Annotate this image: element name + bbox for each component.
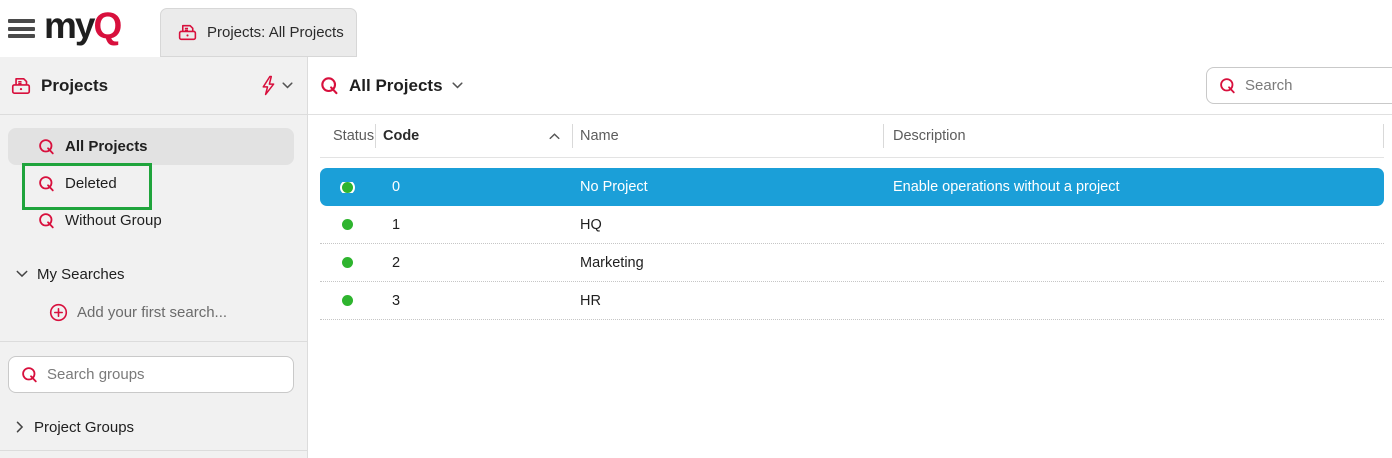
chevron-right-icon: [16, 421, 24, 433]
sidebar-header: Projects: [0, 57, 307, 115]
my-searches-toggle[interactable]: My Searches: [0, 260, 307, 288]
divider: [0, 341, 307, 342]
plus-circle-icon: [49, 303, 68, 322]
project-groups-label: Project Groups: [34, 418, 135, 436]
sidebar-item-label: Without Group: [65, 212, 162, 229]
project-groups-toggle[interactable]: Project Groups: [0, 411, 307, 443]
search-icon: [38, 212, 56, 230]
chevron-down-icon: [282, 82, 293, 89]
divider: [0, 450, 307, 451]
chevron-down-icon: [451, 82, 463, 89]
content: Projects All Projects Deleted Without Grou…: [0, 57, 1392, 458]
name-cell: Marketing: [580, 254, 644, 271]
column-header-name[interactable]: Name: [572, 115, 883, 157]
table-search-field: [1206, 67, 1392, 104]
name-cell: No Project: [580, 179, 648, 195]
code-cell: 2: [392, 254, 401, 271]
search-groups-field: [8, 356, 294, 393]
sidebar-item-all-projects[interactable]: All Projects: [8, 128, 294, 165]
tab-label: Projects: All Projects: [207, 24, 344, 41]
sidebar-item-label: Deleted: [65, 175, 117, 192]
search-icon: [21, 366, 39, 384]
table-search-input[interactable]: [1206, 67, 1392, 104]
name-cell: HQ: [580, 216, 602, 233]
table-row[interactable]: 0 No Project Enable operations without a p…: [320, 168, 1384, 206]
top-bar: myQ Projects: All Projects: [0, 0, 1392, 57]
logo-my: my: [44, 5, 96, 46]
sidebar-search-list: All Projects Deleted Without Group: [0, 128, 307, 239]
search-icon: [1219, 77, 1237, 95]
description-cell: Enable operations without a project: [893, 179, 1120, 195]
table-row[interactable]: 1 HQ: [320, 206, 1384, 244]
main-panel: All Projects Stat: [308, 57, 1392, 458]
my-searches-label: My Searches: [37, 265, 125, 283]
status-dot: [342, 295, 353, 306]
logo-q: Q: [93, 5, 122, 46]
status-dot: [342, 181, 353, 193]
search-icon: [320, 76, 340, 96]
table-body: 0 No Project Enable operations without a p…: [320, 168, 1384, 320]
quick-actions-button[interactable]: [259, 75, 293, 96]
search-icon: [38, 175, 56, 193]
tab-projects-all-projects[interactable]: Projects: All Projects: [160, 8, 357, 57]
myq-logo: myQ: [44, 5, 122, 50]
sidebar: Projects All Projects Deleted Without Grou…: [0, 57, 308, 458]
status-dot: [342, 219, 353, 230]
column-header-code[interactable]: Code: [375, 115, 572, 157]
chevron-down-icon: [16, 270, 28, 278]
column-header-description[interactable]: Description: [883, 115, 1384, 157]
name-cell: HR: [580, 292, 601, 309]
add-first-search-button[interactable]: Add your first search...: [0, 297, 307, 327]
sidebar-item-deleted[interactable]: Deleted: [8, 163, 294, 210]
status-dot: [342, 257, 353, 268]
view-dropdown[interactable]: All Projects: [320, 76, 463, 96]
code-cell: 1: [392, 216, 401, 233]
code-cell: 0: [392, 179, 401, 195]
column-header-status[interactable]: Status: [333, 128, 375, 144]
table-header: Status Code Name Description: [320, 115, 1384, 158]
sidebar-item-without-group[interactable]: Without Group: [8, 202, 294, 239]
sidebar-item-label: All Projects: [65, 138, 148, 155]
add-first-search-label: Add your first search...: [77, 303, 228, 321]
lightning-icon: [259, 75, 276, 96]
table-row[interactable]: 3 HR: [320, 282, 1384, 320]
status-cell: [320, 219, 375, 230]
status-cell: [320, 181, 375, 193]
projects-icon: [10, 75, 32, 97]
table-row[interactable]: 2 Marketing: [320, 244, 1384, 282]
sidebar-title: Projects: [41, 75, 109, 95]
search-groups-input[interactable]: [8, 356, 294, 393]
menu-icon[interactable]: [8, 16, 35, 42]
search-icon: [38, 138, 56, 156]
status-cell: [320, 257, 375, 268]
projects-icon: [177, 22, 198, 43]
status-cell: [320, 295, 375, 306]
sort-asc-icon: [549, 132, 560, 140]
page-title: All Projects: [349, 75, 443, 95]
code-cell: 3: [392, 292, 401, 309]
projects-table: Status Code Name Description: [320, 115, 1384, 320]
main-header: All Projects: [308, 57, 1392, 115]
